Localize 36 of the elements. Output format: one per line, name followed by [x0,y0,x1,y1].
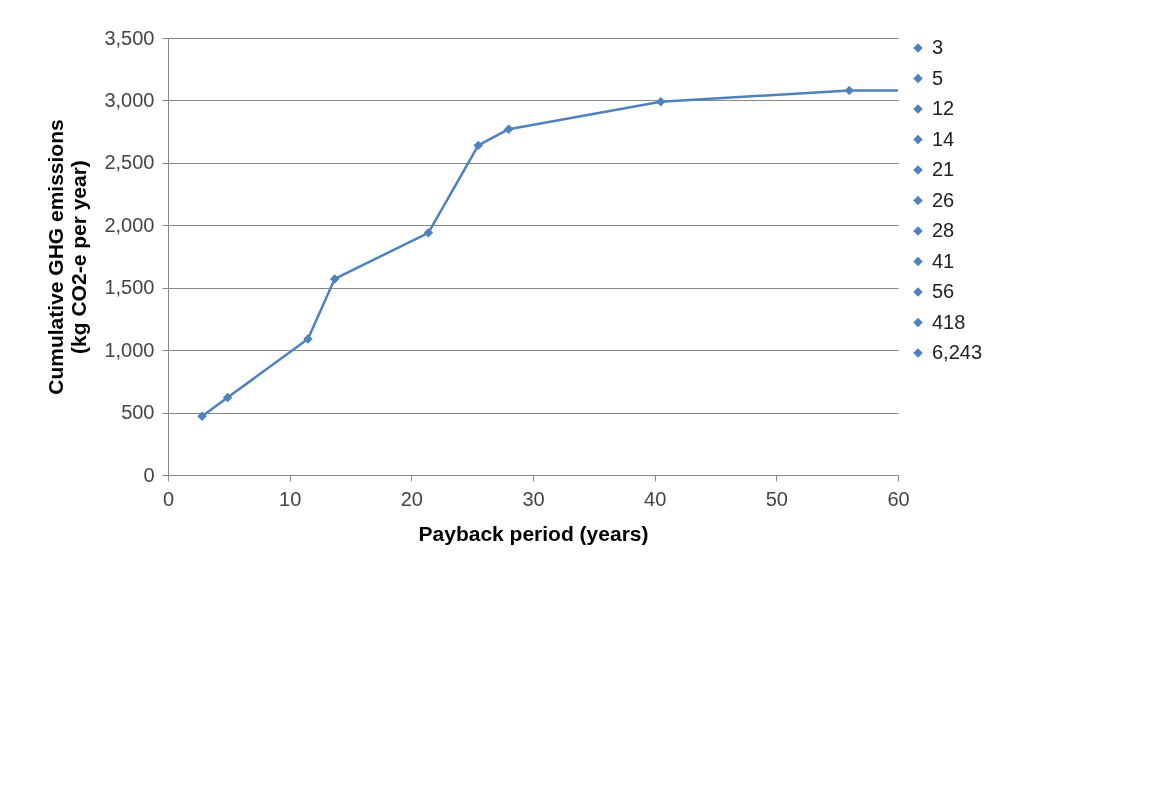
legend-label: 6,243 [932,341,983,363]
y-tick-label: 500 [121,401,155,424]
x-tick-label: 0 [162,487,175,510]
point [473,140,483,151]
x-tick-label: 20 [400,487,423,510]
y-axis-title: Cumulative GHG emissions (kg CO2-e per year) [44,119,91,395]
y-tick-label: 2,000 [104,213,155,236]
y-tick-label: 2,500 [104,151,155,174]
point [197,411,207,422]
legend-label: 41 [932,249,955,272]
point [844,85,855,96]
x-axis-title: Payback period (years) [418,521,649,545]
y-tick-label: 3,500 [104,26,155,49]
y-tick-label: 1,500 [104,276,155,299]
point [222,392,233,403]
legend-label: 3 [932,36,944,58]
point [503,124,514,134]
legend-label: 28 [932,219,955,241]
x-tick-label: 50 [765,487,788,510]
legend-label: 14 [932,127,955,150]
point [329,274,340,284]
x-tick-label: 60 [887,487,910,510]
y-tick-label: 3,000 [104,88,155,111]
legend-label: 12 [932,97,955,119]
point [656,96,666,107]
point [423,228,434,238]
legend-label: 56 [932,280,955,302]
legend-label: 21 [932,158,955,180]
legend-label: 26 [932,188,955,211]
x-tick-label: 40 [644,487,667,510]
legend-label: 5 [932,66,944,89]
x-tick-label: 10 [279,487,302,510]
y-tick-label: 1,000 [104,338,155,361]
x-tick-label: 30 [522,487,545,510]
y-tick-label: 0 [143,463,155,486]
legend-label: 418 [932,310,966,333]
